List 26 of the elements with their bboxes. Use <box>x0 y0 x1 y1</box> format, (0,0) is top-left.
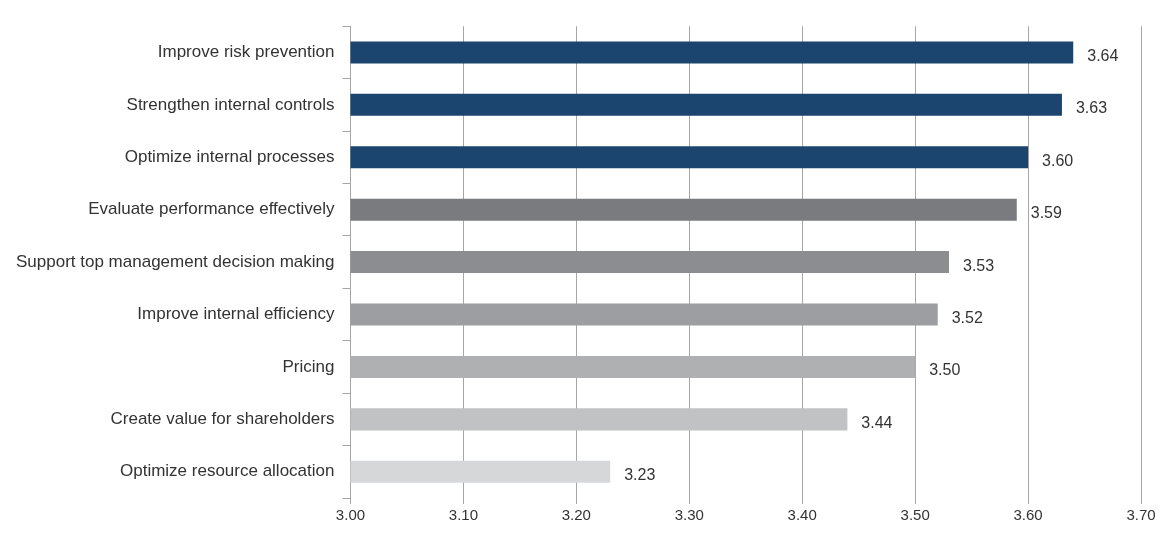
x-tick-label: 3.00 <box>335 506 366 524</box>
x-tick-label: 3.10 <box>448 506 478 524</box>
y-tick-label: Create value for shareholders <box>110 409 335 429</box>
data-label: 3.59 <box>1030 204 1063 222</box>
x-tick-label: 3.30 <box>674 506 704 524</box>
data-label: 3.63 <box>1075 99 1108 117</box>
y-tick-label: Evaluate performance effectively <box>88 199 335 219</box>
data-label: 3.50 <box>929 361 961 379</box>
data-label: 3.44 <box>861 413 893 431</box>
y-tick-label: Strengthen internal controls <box>126 94 335 114</box>
x-tick-label: 3.20 <box>561 506 591 524</box>
y-tick-label: Improve internal efficiency <box>137 304 335 324</box>
y-tick-label: Support top management decision making <box>16 251 335 271</box>
data-label: 3.52 <box>951 308 983 326</box>
data-label: 3.23 <box>624 466 656 484</box>
x-tick-label: 3.40 <box>787 506 817 524</box>
x-tick-label: 3.50 <box>900 506 930 524</box>
y-tick-label: Pricing <box>282 356 335 376</box>
data-label: 3.53 <box>963 256 995 274</box>
y-tick-label: Optimize resource allocation <box>119 461 335 481</box>
data-label: 3.60 <box>1042 151 1074 169</box>
data-label: 3.64 <box>1087 46 1119 64</box>
x-tick-label: 3.70 <box>1126 506 1156 524</box>
y-tick-label: Optimize internal processes <box>124 146 335 166</box>
y-tick-label: Improve risk prevention <box>157 42 335 62</box>
x-tick-label: 3.60 <box>1013 506 1043 524</box>
